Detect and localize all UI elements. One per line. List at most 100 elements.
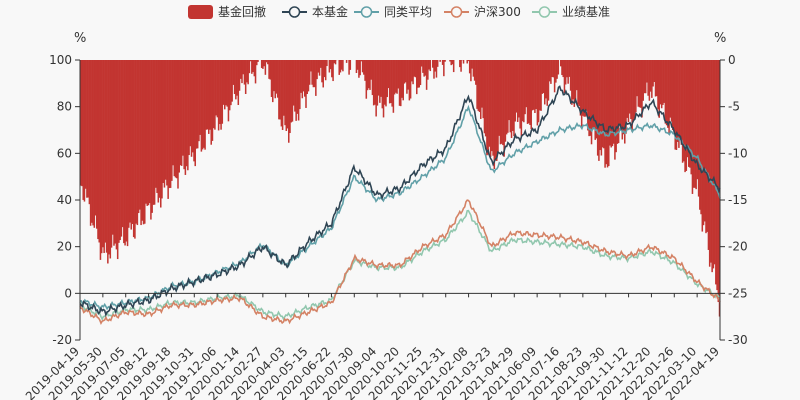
drawdown-bar bbox=[667, 60, 669, 128]
drawdown-bar bbox=[185, 60, 188, 167]
drawdown-bar bbox=[480, 60, 482, 119]
drawdown-bar bbox=[568, 60, 571, 77]
drawdown-bar bbox=[236, 60, 238, 96]
drawdown-bar bbox=[409, 60, 412, 99]
drawdown-bar bbox=[136, 60, 139, 226]
left-tick-label: 40 bbox=[57, 193, 72, 207]
drawdown-bar bbox=[126, 60, 129, 247]
right-axis-ticks: 0 -5 -10 -15 -20 -25 -30 bbox=[720, 53, 748, 347]
right-tick-label: -10 bbox=[728, 146, 748, 160]
drawdown-bar bbox=[660, 60, 663, 109]
drawdown-bar bbox=[407, 60, 409, 90]
drawdown-bar bbox=[488, 60, 491, 147]
drawdown-bar bbox=[560, 60, 562, 67]
drawdown-bar bbox=[616, 60, 619, 144]
legend-label: 沪深300 bbox=[474, 5, 521, 19]
drawdown-bar bbox=[82, 60, 84, 200]
right-tick-label: -25 bbox=[728, 286, 748, 300]
drawdown-bar bbox=[169, 60, 172, 188]
drawdown-bar bbox=[228, 60, 231, 111]
drawdown-bar bbox=[674, 60, 676, 150]
legend-item[interactable]: 基金回撤 bbox=[188, 4, 266, 19]
drawdown-bar bbox=[304, 60, 306, 97]
drawdown-bar bbox=[621, 60, 624, 140]
drawdown-bar bbox=[460, 60, 462, 72]
drawdown-bar bbox=[83, 60, 86, 202]
drawdown-bar bbox=[215, 60, 217, 116]
drawdown-bar bbox=[659, 60, 662, 105]
drawdown-bar bbox=[472, 60, 475, 77]
drawdown-bar bbox=[146, 60, 148, 206]
drawdown-bar bbox=[198, 60, 200, 142]
drawdown-bar bbox=[158, 60, 161, 198]
drawdown-bar bbox=[194, 60, 196, 167]
drawdown-bar bbox=[134, 60, 136, 239]
drawdown-bar bbox=[156, 60, 158, 193]
series-line bbox=[79, 85, 721, 318]
drawdown-bar bbox=[387, 60, 390, 89]
drawdown-bar bbox=[214, 60, 216, 130]
drawdown-bar bbox=[606, 60, 609, 168]
drawdown-bar bbox=[110, 60, 113, 248]
drawdown-bar bbox=[291, 60, 294, 122]
drawdown-bar bbox=[307, 60, 310, 92]
legend-circle-icon bbox=[538, 6, 551, 18]
left-tick-label: 80 bbox=[57, 100, 72, 114]
drawdown-bar bbox=[137, 60, 140, 214]
drawdown-bar bbox=[180, 60, 183, 166]
drawdown-bar bbox=[311, 60, 313, 85]
drawdown-bar bbox=[512, 60, 514, 131]
drawdown-bar bbox=[190, 60, 193, 157]
drawdown-bar bbox=[241, 60, 243, 84]
drawdown-bar bbox=[112, 60, 114, 235]
drawdown-bar bbox=[610, 60, 612, 148]
drawdown-bar bbox=[340, 60, 343, 70]
right-tick-label: -30 bbox=[728, 333, 748, 347]
drawdown-bar bbox=[242, 60, 244, 75]
drawdown-bar bbox=[566, 60, 568, 78]
drawdown-bar bbox=[678, 60, 680, 148]
drawdown-bar bbox=[200, 60, 203, 152]
drawdown-bar bbox=[467, 60, 470, 62]
drawdown-bar bbox=[388, 60, 391, 104]
drawdown-bar bbox=[251, 60, 253, 74]
drawdown-bar bbox=[128, 60, 130, 228]
legend[interactable]: 基金回撤 本基金 同类平均 沪深300 业绩基准 bbox=[188, 4, 610, 19]
drawdown-bar bbox=[249, 60, 252, 62]
drawdown-bar bbox=[88, 60, 91, 205]
drawdown-bar bbox=[496, 60, 498, 161]
drawdown-bar bbox=[686, 60, 689, 158]
drawdown-bar bbox=[254, 60, 257, 84]
drawdown-bar bbox=[177, 60, 179, 189]
legend-item[interactable]: 业绩基准 bbox=[532, 5, 610, 19]
drawdown-bar bbox=[100, 60, 103, 254]
drawdown-bar bbox=[704, 60, 706, 222]
drawdown-bar bbox=[492, 60, 494, 156]
drawdown-bar bbox=[475, 60, 477, 85]
legend-item[interactable]: 沪深300 bbox=[444, 5, 521, 19]
drawdown-bar bbox=[638, 60, 641, 108]
drawdown-bar bbox=[371, 60, 374, 96]
drawdown-bar bbox=[285, 60, 288, 131]
drawdown-bar bbox=[294, 60, 296, 112]
drawdown-bar bbox=[385, 60, 387, 107]
drawdown-bar bbox=[87, 60, 89, 198]
drawdown-bar bbox=[203, 60, 205, 148]
drawdown-bar bbox=[125, 60, 128, 242]
legend-item[interactable]: 同类平均 bbox=[354, 5, 432, 19]
drawdown-bar bbox=[248, 60, 251, 74]
drawdown-bar bbox=[132, 60, 135, 238]
drawdown-bar bbox=[515, 60, 518, 113]
drawdown-bar bbox=[301, 60, 304, 99]
drawdown-bar bbox=[121, 60, 124, 228]
drawdown-bar bbox=[403, 60, 406, 84]
drawdown-bar bbox=[411, 60, 413, 82]
drawdown-bar bbox=[253, 60, 256, 77]
drawdown-bar bbox=[98, 60, 100, 243]
drawdown-bar bbox=[167, 60, 169, 199]
drawdown-bar bbox=[679, 60, 681, 139]
legend-item[interactable]: 本基金 bbox=[282, 4, 348, 19]
drawdown-bar bbox=[272, 60, 274, 103]
drawdown-bar bbox=[691, 60, 694, 194]
drawdown-bar bbox=[306, 60, 308, 95]
